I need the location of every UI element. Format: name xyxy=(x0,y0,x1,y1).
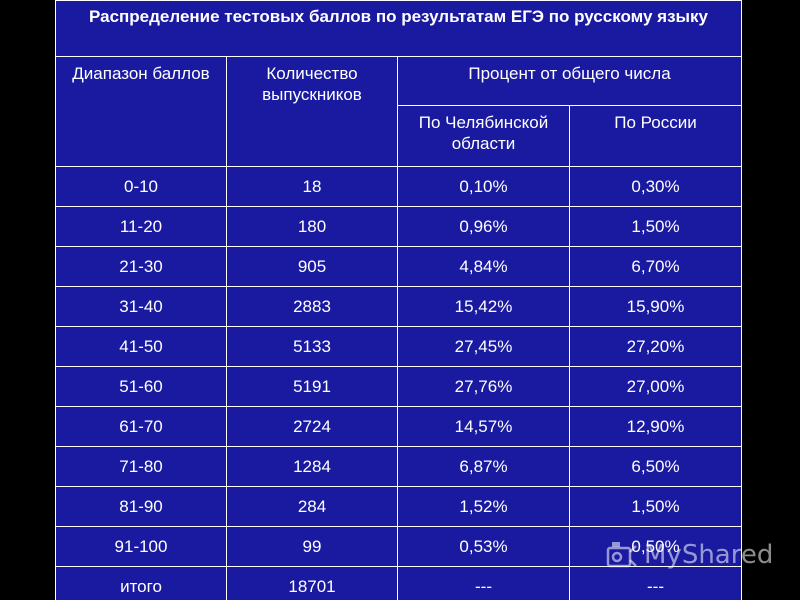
cell-russia: 12,90% xyxy=(568,406,743,447)
table-row: 51-60 5191 27,76% 27,00% xyxy=(55,366,743,407)
cell-count: 18 xyxy=(226,166,398,207)
header-percent-group: Процент от общего числа xyxy=(396,56,743,106)
cell-count: 2883 xyxy=(226,286,398,327)
cell-count: 180 xyxy=(226,206,398,247)
cell-range: 71-80 xyxy=(55,446,227,487)
cell-russia: 0,30% xyxy=(568,166,743,207)
cell-range: 51-60 xyxy=(55,366,227,407)
cell-range: 81-90 xyxy=(55,486,227,527)
cell-count: 2724 xyxy=(226,406,398,447)
header-russia: По России xyxy=(568,105,743,167)
cell-count: 5133 xyxy=(226,326,398,367)
header-chelyabinsk: По Челябинской области xyxy=(397,105,570,167)
watermark-text: MyShared xyxy=(644,540,774,570)
cell-count: 5191 xyxy=(226,366,398,407)
header-row-2: По Челябинской области По России xyxy=(56,105,743,167)
table-row: 71-80 1284 6,87% 6,50% xyxy=(55,446,743,487)
cell-chelyabinsk: 27,76% xyxy=(397,366,570,407)
watermark: MyShared xyxy=(606,535,781,575)
header-count: Количество выпускников xyxy=(226,56,398,167)
cell-russia: 1,50% xyxy=(568,206,743,247)
cell-count: 284 xyxy=(226,486,398,527)
table-row: итого 18701 --- --- xyxy=(55,566,743,600)
cell-chelyabinsk: 1,52% xyxy=(397,486,570,527)
cell-chelyabinsk: 0,10% xyxy=(397,166,570,207)
cell-chelyabinsk: --- xyxy=(397,566,570,600)
table-row: 81-90 284 1,52% 1,50% xyxy=(55,486,743,527)
cell-chelyabinsk: 0,53% xyxy=(397,526,570,567)
cell-russia: --- xyxy=(568,566,743,600)
cell-range: 61-70 xyxy=(55,406,227,447)
cell-russia: 0,50% xyxy=(568,526,743,567)
results-table: Распределение тестовых баллов по результ… xyxy=(54,0,743,600)
table-row: 0-10 18 0,10% 0,30% xyxy=(55,166,743,207)
table-row: 31-40 2883 15,42% 15,90% xyxy=(55,286,743,327)
table-row: 91-100 99 0,53% 0,50% xyxy=(55,526,743,567)
cell-count: 1284 xyxy=(226,446,398,487)
cell-russia: 15,90% xyxy=(568,286,743,327)
cell-range: 91-100 xyxy=(55,526,227,567)
cell-range: итого xyxy=(55,566,227,600)
cell-russia: 27,20% xyxy=(568,326,743,367)
table-row: 61-70 2724 14,57% 12,90% xyxy=(55,406,743,447)
title-row: Распределение тестовых баллов по результ… xyxy=(54,0,743,57)
cell-range: 0-10 xyxy=(55,166,227,207)
cell-range: 21-30 xyxy=(55,246,227,287)
cell-chelyabinsk: 14,57% xyxy=(397,406,570,447)
cell-chelyabinsk: 6,87% xyxy=(397,446,570,487)
cell-russia: 6,70% xyxy=(568,246,743,287)
cell-chelyabinsk: 4,84% xyxy=(397,246,570,287)
shared-logo-icon xyxy=(606,542,637,568)
table-row: 41-50 5133 27,45% 27,20% xyxy=(55,326,743,367)
cell-chelyabinsk: 27,45% xyxy=(397,326,570,367)
cell-count: 18701 xyxy=(226,566,398,600)
results-table-container: Распределение тестовых баллов по результ… xyxy=(54,0,743,600)
cell-count: 99 xyxy=(226,526,398,567)
table-title: Распределение тестовых баллов по результ… xyxy=(54,0,743,57)
table-row: 11-20 180 0,96% 1,50% xyxy=(55,206,743,247)
cell-range: 31-40 xyxy=(55,286,227,327)
table-row: 21-30 905 4,84% 6,70% xyxy=(55,246,743,287)
cell-chelyabinsk: 15,42% xyxy=(397,286,570,327)
cell-russia: 1,50% xyxy=(568,486,743,527)
header-range: Диапазон баллов xyxy=(55,56,227,167)
cell-count: 905 xyxy=(226,246,398,287)
cell-range: 11-20 xyxy=(55,206,227,247)
cell-chelyabinsk: 0,96% xyxy=(397,206,570,247)
cell-russia: 6,50% xyxy=(568,446,743,487)
table-body: 0-10 18 0,10% 0,30% 11-20 180 0,96% 1,50% 21-30 9… xyxy=(55,166,743,600)
header-row-1: Диапазон баллов Количество выпускников П… xyxy=(55,56,743,167)
cell-russia: 27,00% xyxy=(568,366,743,407)
cell-range: 41-50 xyxy=(55,326,227,367)
